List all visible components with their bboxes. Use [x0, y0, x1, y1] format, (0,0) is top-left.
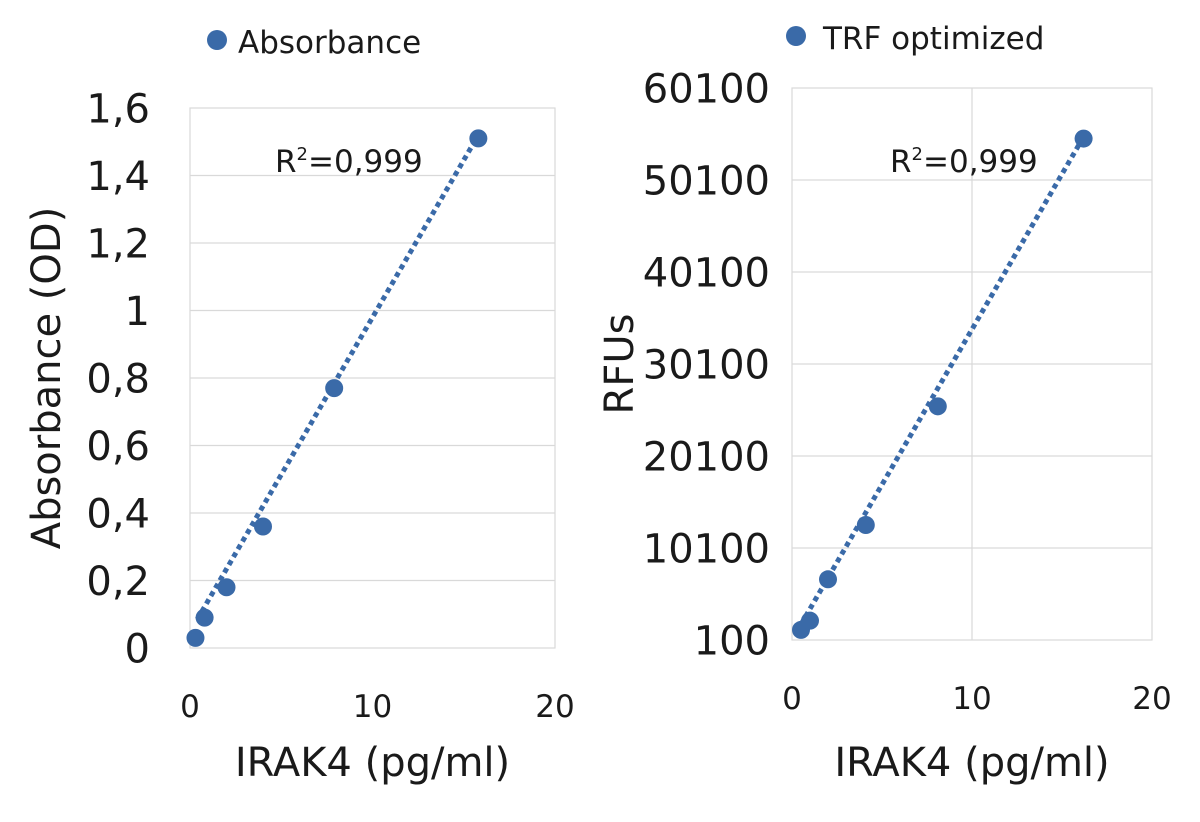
data-point	[928, 397, 947, 416]
x-tick-label: 20	[1132, 681, 1171, 717]
data-point	[217, 578, 236, 597]
x-tick-label: 10	[952, 681, 991, 717]
y-tick-label: 1	[125, 289, 150, 335]
x-tick-label: 20	[535, 689, 574, 725]
x-tick-label: 0	[180, 689, 200, 725]
y-tick-label: 10100	[643, 526, 770, 572]
legend-marker	[786, 26, 806, 46]
y-tick-label: 0,2	[86, 559, 150, 605]
y-tick-label: 1,2	[86, 221, 150, 267]
y-tick-label: 0,8	[86, 356, 150, 402]
y-tick-label: 60100	[643, 66, 770, 112]
data-point	[801, 611, 819, 630]
chart-panel-2: 100 10100 20100 30100 40100 50100 60100 0 10 20 IR…	[597, 21, 1172, 786]
data-point	[325, 379, 344, 398]
y-tick-label: 30100	[643, 342, 770, 388]
trendline	[798, 135, 1086, 626]
x-axis-title: IRAK4 (pg/ml)	[235, 740, 510, 786]
y-tick-label: 100	[694, 618, 770, 664]
legend-marker	[207, 30, 227, 50]
y-axis-title: RFUs	[597, 314, 643, 415]
trendline	[195, 133, 481, 621]
data-point	[195, 608, 214, 627]
r-squared-base: R	[890, 144, 912, 180]
legend-label: TRF optimized	[822, 21, 1044, 57]
legend-label: Absorbance	[238, 25, 421, 61]
r-squared-superscript: 2	[912, 144, 923, 165]
x-tick-label: 10	[353, 689, 392, 725]
data-point	[254, 517, 272, 536]
y-tick-label: 0,4	[86, 491, 150, 537]
x-tick-label: 0	[782, 681, 802, 717]
data-point	[186, 628, 205, 647]
r-squared-value: =0,999	[308, 144, 423, 180]
r-squared-value: =0,999	[923, 144, 1038, 180]
data-point	[819, 570, 837, 589]
chart-panel-1: 0 0,2 0,4 0,6 0,8 1 1,2 1,4 1,6 0 10 20 IRAK4 (pg/ml…	[24, 25, 575, 786]
y-tick-label: 1,4	[86, 154, 150, 200]
y-tick-label: 50100	[643, 158, 770, 204]
x-axis-title: IRAK4 (pg/ml)	[834, 740, 1109, 786]
data-point	[469, 129, 488, 148]
data-point	[856, 516, 875, 534]
y-tick-label: 0	[125, 626, 150, 672]
r-squared-superscript: 2	[297, 144, 308, 165]
y-tick-label: 20100	[643, 434, 770, 480]
y-tick-label: 1,6	[86, 86, 150, 132]
y-tick-label: 40100	[643, 250, 770, 296]
r-squared-annotation: R2=0,999	[275, 144, 423, 180]
y-tick-label: 0,6	[86, 424, 150, 470]
data-point	[1074, 129, 1093, 148]
r-squared-annotation: R2=0,999	[890, 144, 1038, 180]
r-squared-base: R	[275, 144, 297, 180]
y-axis-title: Absorbance (OD)	[24, 207, 70, 550]
